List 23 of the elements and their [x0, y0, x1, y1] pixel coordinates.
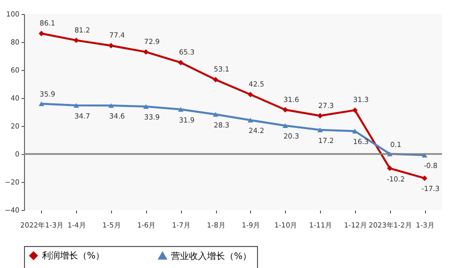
point: [248, 92, 254, 98]
point: [143, 104, 149, 109]
point: [74, 38, 79, 44]
point: [108, 42, 114, 48]
point: [282, 107, 288, 112]
point: [387, 166, 392, 172]
point: [282, 123, 288, 128]
point: [108, 103, 114, 108]
legend-label: 营业收入增长（%）: [171, 250, 252, 262]
point: [212, 112, 218, 117]
legend-label: 利润增长（%）: [42, 250, 105, 262]
point: [74, 103, 79, 108]
point: [178, 60, 184, 66]
point: [317, 128, 323, 132]
point: [178, 106, 184, 112]
point: [143, 49, 149, 55]
point: [352, 107, 358, 113]
point: [422, 175, 428, 181]
point: [248, 118, 254, 122]
point: [38, 101, 44, 106]
point: [38, 30, 44, 36]
point: [212, 76, 218, 82]
point: [317, 113, 323, 119]
